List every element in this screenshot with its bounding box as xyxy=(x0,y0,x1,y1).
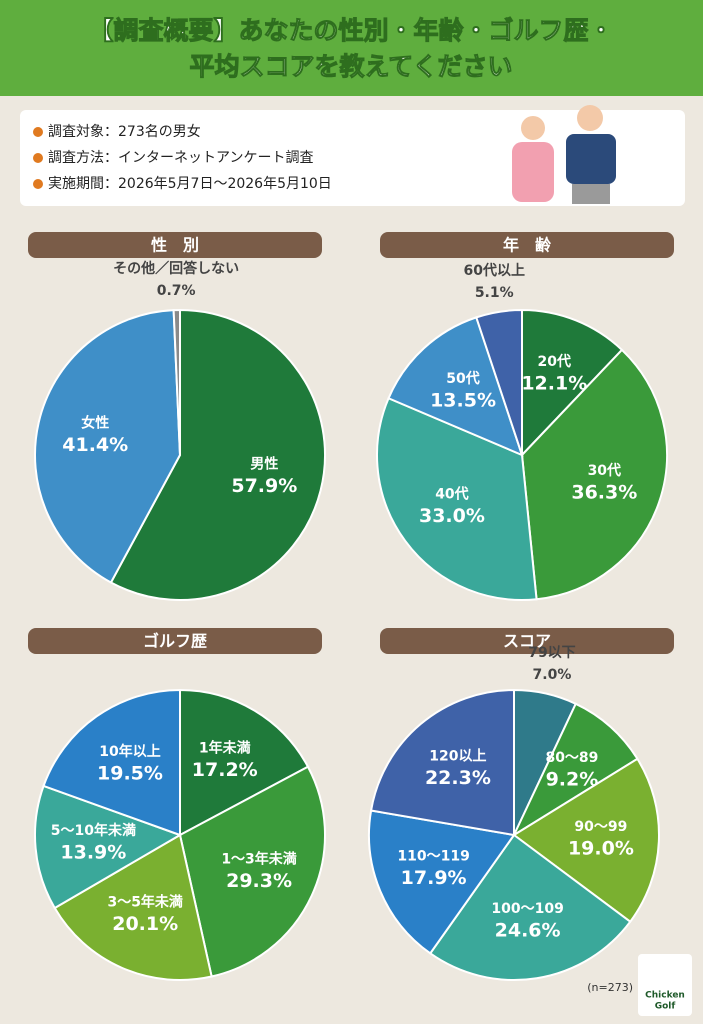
slice-value: 13.5% xyxy=(430,390,496,412)
pie-slice xyxy=(42,688,181,837)
slice-value: 29.3% xyxy=(226,870,292,892)
pie-slice xyxy=(368,809,516,955)
slice-value: 7.0% xyxy=(533,667,572,683)
slice-label: 110〜119 xyxy=(397,848,469,864)
slice-label: 1〜3年未満 xyxy=(221,850,296,867)
slice-label: 40代 xyxy=(435,486,468,503)
slice-value: 57.9% xyxy=(231,475,297,497)
slice-label: 100〜109 xyxy=(491,901,563,917)
slice-label: 79以下 xyxy=(528,645,575,661)
header-band xyxy=(0,0,703,96)
slice-label: 90〜99 xyxy=(574,819,627,835)
pie-slice xyxy=(53,833,213,981)
slice-label: 5〜10年未満 xyxy=(51,822,136,839)
slice-value: 17.9% xyxy=(401,867,467,889)
slice-label: 30代 xyxy=(588,462,621,479)
slice-value: 0.7% xyxy=(157,283,196,299)
slice-label: 120以上 xyxy=(429,748,486,764)
slice-label: 20代 xyxy=(538,353,571,370)
title-line: 【調査概要】あなたの性別・年齢・ゴルフ歴・ xyxy=(88,16,613,45)
chart-title: ゴルフ歴 xyxy=(143,632,207,651)
section-bar xyxy=(380,628,674,654)
slice-label: 女性 xyxy=(81,414,109,431)
pie-slice xyxy=(511,702,639,838)
bullet xyxy=(33,179,43,189)
pie-slice xyxy=(387,316,524,457)
pie-slice xyxy=(34,784,183,910)
slice-value: 41.4% xyxy=(62,434,128,456)
pie-slice xyxy=(475,308,523,456)
pie-slice xyxy=(521,308,624,458)
slice-value: 5.1% xyxy=(475,285,514,301)
bullet xyxy=(33,153,43,163)
pie-slice xyxy=(428,833,632,981)
slice-value: 12.1% xyxy=(521,373,587,395)
section-bar xyxy=(28,628,322,654)
pie-slice xyxy=(109,308,326,601)
slice-value: 24.6% xyxy=(495,919,561,941)
slice-label: 3〜5年未満 xyxy=(107,894,182,911)
slice-label: その他／回答しない xyxy=(113,260,239,277)
slice-value: 17.2% xyxy=(192,759,258,781)
slice-value: 19.0% xyxy=(568,837,634,859)
survey-item: 実施期間：2026年5月7日〜2026年5月10日 xyxy=(48,176,332,192)
slice-label: 1年未満 xyxy=(199,739,251,756)
chart-title: 性 別 xyxy=(151,236,199,255)
title-line: 平均スコアを教えてください xyxy=(189,52,512,81)
pie-slice xyxy=(172,308,181,456)
slice-label: 男性 xyxy=(250,455,278,472)
pie-slice xyxy=(369,688,515,837)
pie-slice xyxy=(520,348,668,601)
logo-text: Golf xyxy=(655,1002,676,1012)
slice-value: 20.1% xyxy=(112,913,178,935)
section-bar xyxy=(28,232,322,258)
slice-value: 9.2% xyxy=(546,769,599,791)
slice-value: 33.0% xyxy=(419,505,485,527)
pie-slice xyxy=(178,765,326,978)
section-bar xyxy=(380,232,674,258)
pie-slice xyxy=(512,757,660,924)
pie-slice xyxy=(34,309,182,584)
bullet xyxy=(33,127,43,137)
slice-label: 10年以上 xyxy=(99,743,160,760)
logo-text: Chicken xyxy=(645,991,685,1001)
pie-slice xyxy=(376,396,538,601)
slice-label: 60代以上 xyxy=(463,262,524,279)
people-illustration xyxy=(512,105,616,204)
slice-label: 80〜89 xyxy=(545,750,598,766)
chart-title: 年 齢 xyxy=(503,236,552,255)
slice-value: 22.3% xyxy=(425,767,491,789)
survey-item: 調査方法：インターネットアンケート調査 xyxy=(48,150,313,166)
slice-value: 19.5% xyxy=(97,762,163,784)
footnote: (n=273) xyxy=(587,981,633,994)
slice-label: 50代 xyxy=(446,370,479,387)
slice-value: 13.9% xyxy=(60,841,126,863)
pie-slice xyxy=(179,688,310,837)
slice-value: 36.3% xyxy=(571,482,637,504)
chart-title: スコア xyxy=(503,632,551,651)
survey-item: 調査対象：273名の男女 xyxy=(48,123,201,140)
logo-box xyxy=(638,954,692,1016)
